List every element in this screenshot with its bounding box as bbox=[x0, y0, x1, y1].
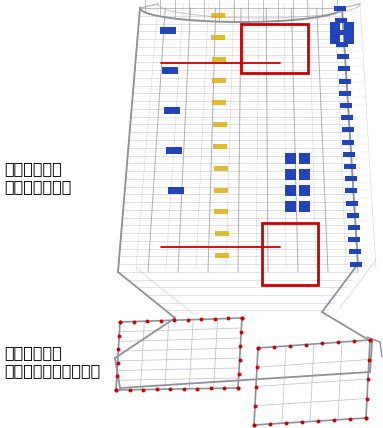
Bar bbox=[334, 6, 346, 11]
Bar bbox=[342, 128, 354, 132]
Bar bbox=[339, 91, 351, 96]
Bar bbox=[168, 187, 184, 194]
Bar bbox=[335, 18, 347, 23]
Bar bbox=[346, 201, 358, 205]
Bar bbox=[347, 213, 359, 218]
Bar bbox=[344, 164, 356, 169]
Bar bbox=[337, 54, 349, 59]
Bar bbox=[349, 249, 361, 254]
Bar bbox=[214, 209, 228, 214]
Bar bbox=[336, 42, 348, 47]
Bar bbox=[211, 35, 225, 40]
Text: 制震システム: 制震システム bbox=[4, 161, 62, 177]
Text: 境界梁ダンパー: 境界梁ダンパー bbox=[4, 178, 71, 194]
Bar bbox=[345, 188, 357, 193]
Bar bbox=[213, 144, 227, 149]
Bar bbox=[214, 187, 228, 193]
Bar bbox=[215, 253, 229, 258]
Bar bbox=[166, 147, 182, 154]
Bar bbox=[349, 237, 360, 242]
Bar bbox=[213, 100, 226, 105]
Bar bbox=[162, 67, 178, 74]
Text: 免震システム: 免震システム bbox=[4, 345, 62, 361]
Bar bbox=[348, 225, 360, 230]
Bar bbox=[164, 107, 180, 114]
Bar bbox=[212, 56, 226, 62]
Bar bbox=[214, 166, 228, 171]
Bar bbox=[214, 231, 229, 236]
Bar bbox=[340, 103, 352, 108]
Bar bbox=[299, 185, 310, 196]
Text: 鉛プラグ入り積層ゴム: 鉛プラグ入り積層ゴム bbox=[4, 363, 100, 378]
Bar bbox=[342, 140, 354, 145]
Bar bbox=[341, 115, 353, 120]
Bar bbox=[285, 185, 296, 196]
Bar bbox=[339, 79, 350, 83]
Bar bbox=[212, 78, 226, 83]
Bar bbox=[285, 153, 296, 164]
Bar bbox=[336, 30, 347, 35]
Bar bbox=[241, 24, 308, 73]
Bar bbox=[160, 27, 176, 34]
Bar bbox=[330, 22, 340, 44]
Bar bbox=[344, 22, 354, 44]
Bar bbox=[211, 13, 225, 18]
Bar bbox=[299, 153, 310, 164]
Bar bbox=[338, 66, 350, 71]
Bar bbox=[213, 122, 227, 127]
Bar bbox=[262, 223, 318, 285]
Bar bbox=[343, 152, 355, 157]
Bar bbox=[285, 201, 296, 212]
Bar bbox=[299, 169, 310, 180]
Bar bbox=[299, 201, 310, 212]
Bar bbox=[345, 176, 357, 181]
Bar bbox=[350, 262, 362, 267]
Bar bbox=[285, 169, 296, 180]
